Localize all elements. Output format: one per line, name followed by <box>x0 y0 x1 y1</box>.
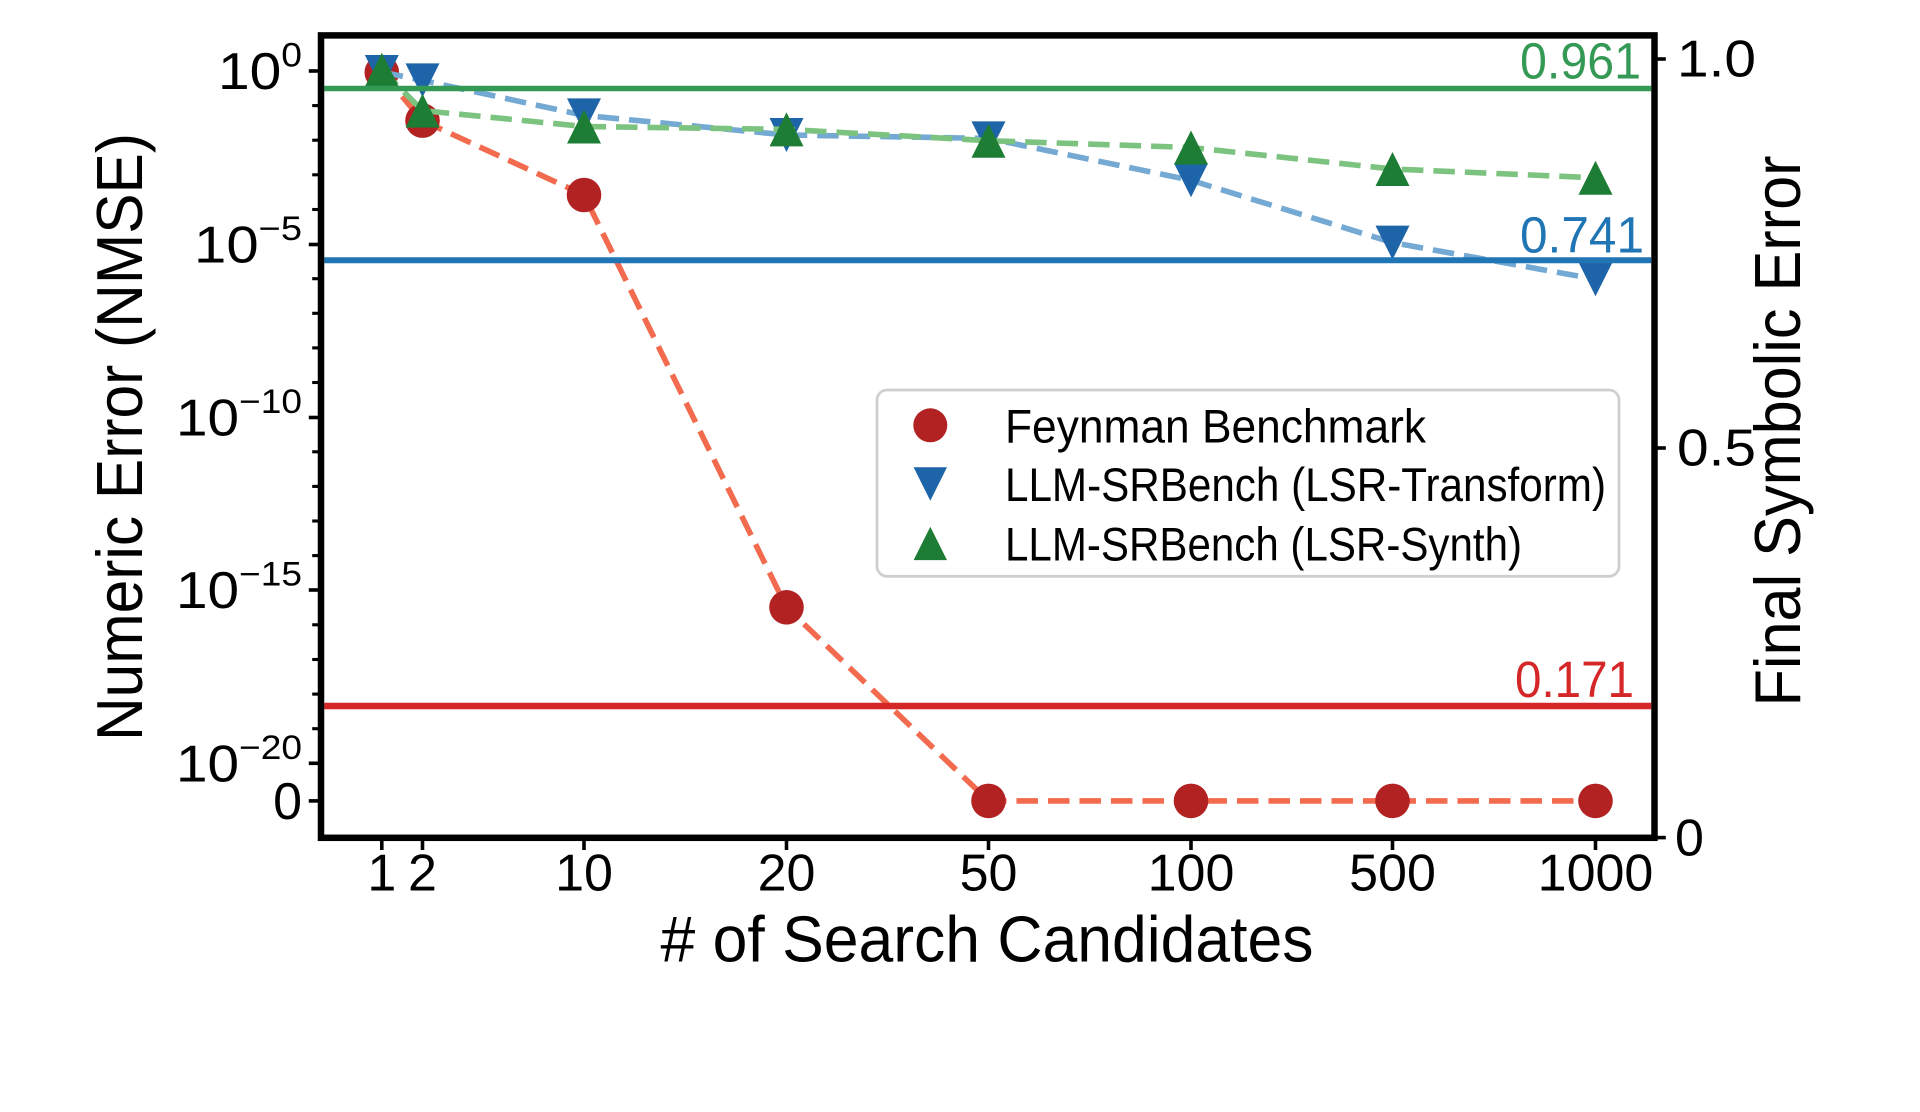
svg-text:Feynman Benchmark: Feynman Benchmark <box>1005 400 1426 453</box>
svg-text:0.5: 0.5 <box>1677 420 1756 478</box>
svg-text:0.961: 0.961 <box>1520 32 1641 89</box>
svg-text:# of Search Candidates: # of Search Candidates <box>661 903 1314 976</box>
svg-text:Final Symbolic Error: Final Symbolic Error <box>1741 156 1814 707</box>
svg-text:20: 20 <box>758 845 816 903</box>
svg-text:1000: 1000 <box>1538 845 1654 903</box>
svg-text:100: 100 <box>218 37 302 102</box>
svg-text:LLM-SRBench (LSR-Synth): LLM-SRBench (LSR-Synth) <box>1005 517 1522 570</box>
svg-text:LLM-SRBench (LSR-Transform): LLM-SRBench (LSR-Transform) <box>1005 458 1606 511</box>
svg-text:0.741: 0.741 <box>1520 206 1644 263</box>
svg-text:10: 10 <box>555 845 613 903</box>
svg-text:Numeric Error (NMSE): Numeric Error (NMSE) <box>83 133 156 741</box>
svg-text:2: 2 <box>408 845 437 903</box>
svg-text:100: 100 <box>1148 845 1235 903</box>
svg-text:0: 0 <box>1675 810 1704 868</box>
svg-text:1: 1 <box>367 845 396 903</box>
svg-text:50: 50 <box>960 845 1018 903</box>
svg-text:0.171: 0.171 <box>1515 651 1634 708</box>
svg-text:500: 500 <box>1349 845 1436 903</box>
svg-text:10−20: 10 −20 <box>176 729 302 794</box>
svg-text:10−5: 10 −5 <box>194 210 302 275</box>
svg-text:0: 0 <box>273 773 302 831</box>
svg-text:1.0: 1.0 <box>1677 31 1756 89</box>
